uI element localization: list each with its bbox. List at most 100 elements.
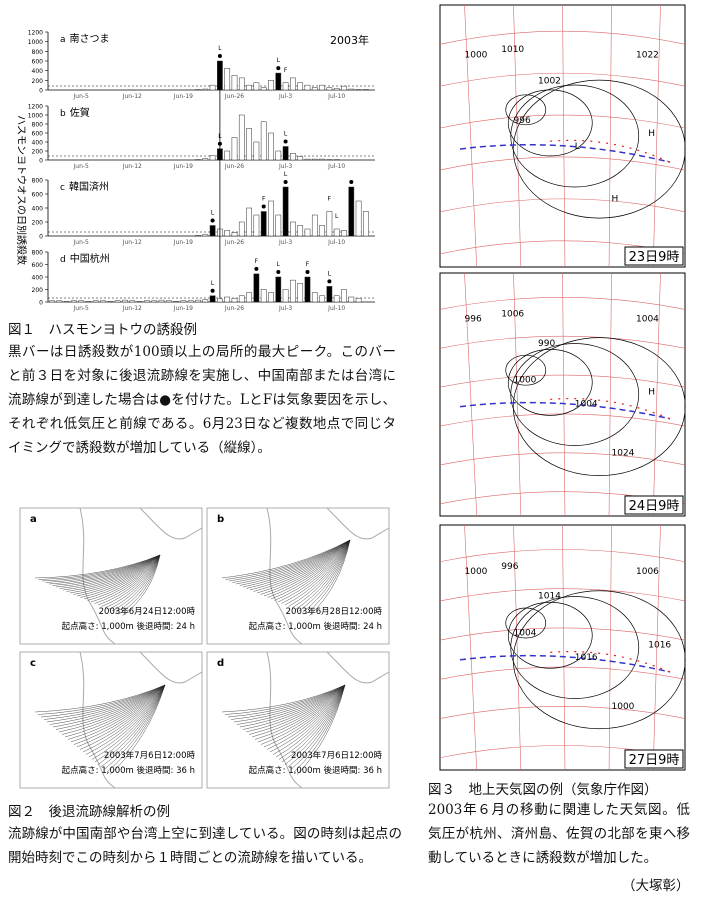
pressure-label: 1022: [636, 50, 659, 60]
pressure-label: H: [612, 195, 619, 205]
caption: 2003年６月の移動に関連した天気図。低気圧が杭州、済州島、佐賀の北部を東へ移動…: [428, 802, 690, 866]
map-params: 起点高さ: 1,000m 後退時間: 36 h: [249, 765, 382, 776]
lat-line: [439, 335, 686, 349]
trajectory: [48, 554, 161, 585]
lon-line: [464, 4, 478, 268]
marker-label: L: [284, 131, 288, 138]
trajectory: [260, 539, 351, 595]
map-frame: [19, 507, 203, 645]
y-tick-label: 0: [39, 158, 43, 165]
x-tick-label: Jul-3: [278, 163, 292, 170]
bar: [202, 299, 209, 303]
bar: [333, 295, 340, 303]
bar: [304, 228, 311, 237]
lon-line: [652, 524, 661, 771]
bar: [311, 87, 318, 91]
x-tick-label: Jun-5: [73, 93, 90, 100]
pressure-label: 990: [538, 339, 555, 349]
trajectory: [251, 684, 346, 738]
isobar: [510, 84, 640, 188]
x-tick-label: Jun-26: [224, 93, 244, 100]
lon-line: [608, 4, 612, 268]
bar: [165, 300, 172, 303]
marker-label: L: [284, 171, 288, 178]
marker-label: L: [277, 57, 281, 64]
bar: [78, 300, 85, 303]
x-tick-label: Jun-19: [173, 305, 193, 312]
trajectory: [69, 554, 161, 594]
pressure-label: 996: [465, 315, 482, 325]
bar: [224, 296, 231, 303]
bar: [100, 300, 106, 303]
lat-line: [439, 374, 686, 388]
map-time: 2003年6月24日12:00時: [99, 606, 196, 617]
bar: [92, 300, 99, 303]
trajectory: [296, 684, 346, 775]
bar: [158, 299, 165, 303]
trajectory: [80, 554, 161, 598]
bar: [129, 300, 136, 303]
bar: [63, 301, 70, 303]
marker-label: F: [284, 67, 288, 74]
bar: [333, 88, 340, 91]
bar: [209, 295, 216, 303]
y-axis-label: ハスモンヨトウオスの日別誘殺数: [15, 115, 28, 265]
trajectory: [64, 684, 166, 738]
bar: [319, 84, 325, 91]
panel-letter: c: [30, 658, 36, 669]
trajectory: [87, 554, 161, 601]
map-time: 24日9時: [629, 499, 680, 514]
bar: [224, 68, 231, 91]
panel-site: 中国杭州: [70, 252, 110, 265]
trajectory: [88, 684, 166, 758]
trajectory: [281, 684, 346, 763]
trajectory: [291, 539, 351, 609]
isobar: [512, 590, 686, 730]
pressure-label: L: [575, 142, 580, 152]
bar: [268, 132, 274, 161]
bar: [326, 286, 333, 303]
y-tick-label: 400: [32, 68, 44, 75]
panel-letter: d: [60, 255, 66, 265]
front: [459, 654, 671, 673]
bar: [282, 146, 289, 161]
trajectory: [38, 554, 161, 580]
trajectory: [298, 539, 351, 612]
peak-dot: [283, 180, 288, 184]
bar: [71, 300, 77, 303]
panel-letter: a: [60, 35, 66, 45]
y-tick-label: 0: [39, 234, 43, 241]
lon-line: [562, 4, 566, 268]
marker-label: L: [277, 261, 281, 268]
bar: [326, 87, 333, 91]
y-tick-label: 400: [32, 206, 44, 213]
bar: [311, 158, 318, 161]
trajectory: [45, 554, 161, 583]
x-tick-label: Jul-10: [327, 305, 345, 312]
bar: [268, 292, 274, 303]
y-tick-label: 400: [32, 140, 44, 147]
trajectory: [225, 539, 351, 580]
bar: [297, 283, 304, 303]
isobar: [510, 596, 640, 699]
bar: [326, 211, 333, 237]
trajectory: [224, 684, 346, 715]
trajectory: [55, 684, 166, 730]
pressure-label: 1006: [636, 567, 659, 577]
trajectory: [228, 539, 351, 582]
x-tick-label: Jun-12: [122, 93, 142, 100]
map-frame: [439, 524, 686, 771]
y-tick-label: 800: [32, 250, 44, 257]
trajectory: [62, 554, 161, 591]
trajectory: [236, 684, 346, 725]
bar: [238, 114, 245, 161]
trajectory: [76, 684, 166, 748]
bar: [297, 156, 304, 161]
bar: [224, 150, 231, 161]
panel-letter: c: [60, 183, 65, 193]
trajectory: [233, 684, 346, 723]
bar: [231, 298, 238, 303]
bar: [253, 214, 260, 237]
trajectory: [230, 684, 346, 720]
time-box: [624, 749, 684, 769]
